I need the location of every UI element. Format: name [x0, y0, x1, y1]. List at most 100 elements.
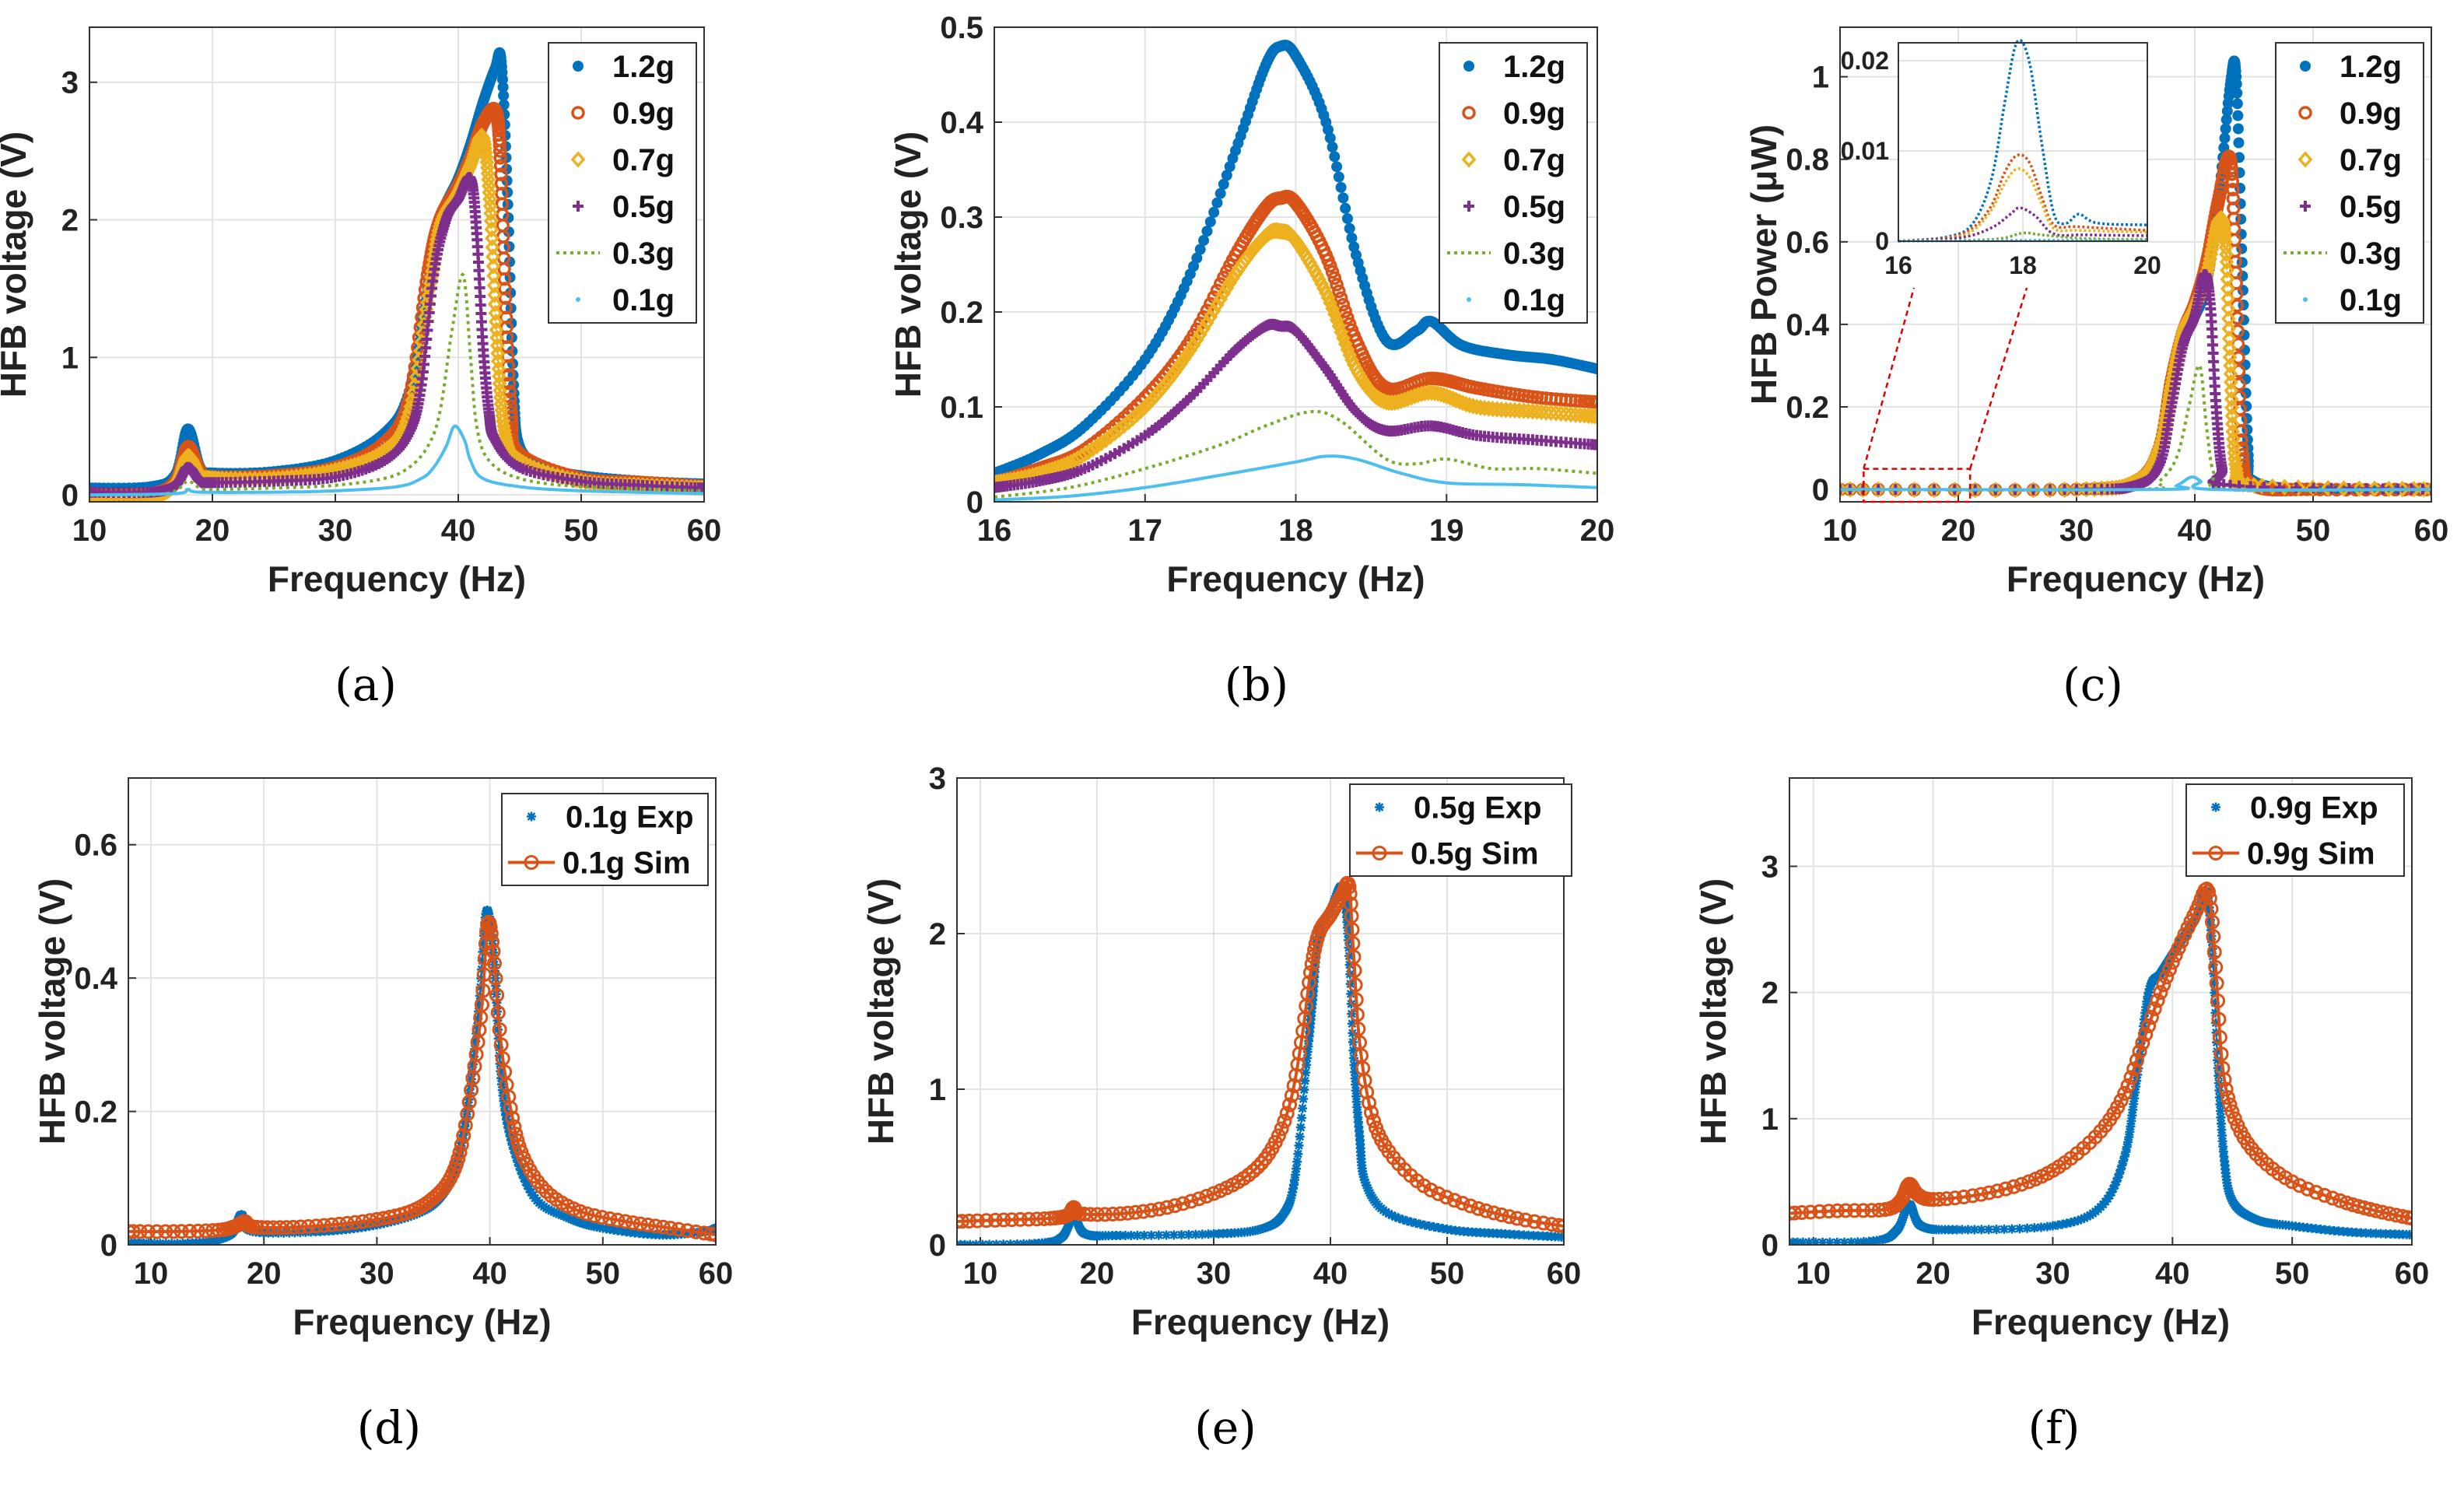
- data-point: [2141, 1002, 2151, 1012]
- y-tick-label: 1: [1812, 61, 1829, 95]
- data-point: [205, 1223, 221, 1239]
- data-point: [594, 1210, 610, 1225]
- data-point: [1342, 917, 1352, 927]
- data-point: [1089, 1207, 1105, 1222]
- legend-box: [548, 42, 697, 324]
- data-point: [1998, 1181, 2014, 1197]
- panel-c: 10 20 30 40 50 60 0 0.2 0.4 0.6 0.8 1 Frequency (Hz)…: [1744, 26, 2448, 711]
- data-point: [1126, 1230, 1136, 1240]
- data-point: [519, 1173, 529, 1183]
- data-point: [987, 1212, 1003, 1228]
- data-point: [1222, 275, 1238, 292]
- data-point: [190, 1223, 205, 1239]
- data-point: [2336, 480, 2351, 497]
- legend-marker: [1463, 61, 1474, 72]
- y-tick-label: 2: [61, 204, 79, 238]
- data-point: [1558, 405, 1574, 422]
- data-point: [1141, 394, 1156, 412]
- data-point: [1404, 389, 1419, 406]
- data-point: [1132, 1230, 1142, 1240]
- data-point: [1519, 1230, 1529, 1240]
- data-point: [2226, 182, 2240, 197]
- data-point: [1102, 428, 1118, 445]
- data-point: [640, 1218, 656, 1233]
- legend-marker: [2300, 61, 2311, 72]
- data-point: [516, 1165, 526, 1176]
- x-tick-label: 19: [1429, 513, 1464, 548]
- data-point: [1563, 405, 1579, 423]
- data-point: [1333, 171, 1344, 183]
- data-layer: [89, 47, 704, 502]
- data-point: [1793, 1237, 1803, 1245]
- data-point: [500, 349, 515, 363]
- data-point: [2224, 161, 2238, 175]
- data-point: [2218, 239, 2234, 256]
- data-point: [490, 345, 506, 362]
- legend-label: 0.5g Exp: [1414, 791, 1542, 825]
- data-point: [138, 1238, 149, 1245]
- legend-label: 0.1g: [612, 283, 675, 317]
- y-axis-title: HFB voltage (V): [32, 878, 72, 1144]
- data-point: [492, 375, 507, 392]
- data-point: [1956, 1189, 1972, 1204]
- data-point: [286, 1219, 301, 1235]
- data-point: [1926, 481, 1942, 499]
- data-point: [1349, 1053, 1358, 1063]
- data-point: [496, 1079, 506, 1089]
- x-axis-title: Frequency (Hz): [1972, 1302, 2230, 1342]
- legend-marker: [2211, 802, 2220, 812]
- data-point: [2143, 1010, 2159, 1025]
- data-point: [483, 926, 499, 941]
- data-point: [128, 1224, 141, 1239]
- data-point: [2292, 1178, 2308, 1193]
- data-point: [1352, 1107, 1362, 1117]
- data-point: [140, 1224, 156, 1239]
- data-point: [2122, 1142, 2132, 1152]
- data-point: [2215, 1106, 2225, 1116]
- data-point: [149, 1224, 165, 1239]
- data-point: [1842, 481, 1858, 498]
- data-point: [2077, 1214, 2086, 1225]
- series-0-3g: [1840, 363, 2431, 492]
- data-point: [2131, 1081, 2141, 1092]
- data-point: [1502, 1209, 1517, 1225]
- y-tick-label: 0.4: [1786, 308, 1829, 342]
- data-point: [1303, 1041, 1313, 1051]
- data-point: [1554, 405, 1568, 422]
- data-point: [534, 1179, 549, 1194]
- series-line: [1840, 475, 2431, 492]
- x-tick-label: 20: [1080, 1256, 1115, 1291]
- data-point: [1139, 1230, 1149, 1240]
- x-tick-label: 17: [1128, 513, 1163, 548]
- data-point: [1341, 212, 1353, 224]
- data-point: [1348, 1046, 1358, 1056]
- data-point: [2224, 399, 2239, 416]
- data-point: [2368, 1203, 2384, 1218]
- zoom-connector: [1863, 287, 1915, 469]
- y-tick-label: 0.3: [940, 201, 983, 235]
- data-point: [2073, 1215, 2083, 1225]
- legend-label: 0.9g Sim: [2247, 837, 2375, 871]
- data-point: [2133, 1064, 2143, 1074]
- data-point: [1320, 289, 1336, 307]
- x-tick-label: 60: [1547, 1256, 1582, 1291]
- data-point: [2234, 424, 2248, 438]
- data-point: [1209, 1229, 1218, 1239]
- data-point: [2265, 478, 2280, 496]
- data-point: [1494, 401, 1509, 419]
- series-0-7g: [994, 222, 1597, 492]
- data-point: [1162, 1230, 1172, 1240]
- data-point: [1976, 1225, 1986, 1235]
- legend-label: 0.3g: [612, 237, 675, 271]
- data-point: [1296, 1113, 1306, 1123]
- data-point: [2117, 1160, 2127, 1170]
- data-point: [1965, 1188, 1980, 1204]
- data-point: [1548, 405, 1564, 422]
- data-point: [1309, 967, 1320, 977]
- data-point: [2123, 1137, 2133, 1148]
- data-point: [1323, 294, 1338, 312]
- data-point: [602, 1211, 618, 1227]
- data-point: [1347, 962, 1362, 978]
- legend-box: [1349, 783, 1572, 877]
- data-point: [1327, 271, 1342, 286]
